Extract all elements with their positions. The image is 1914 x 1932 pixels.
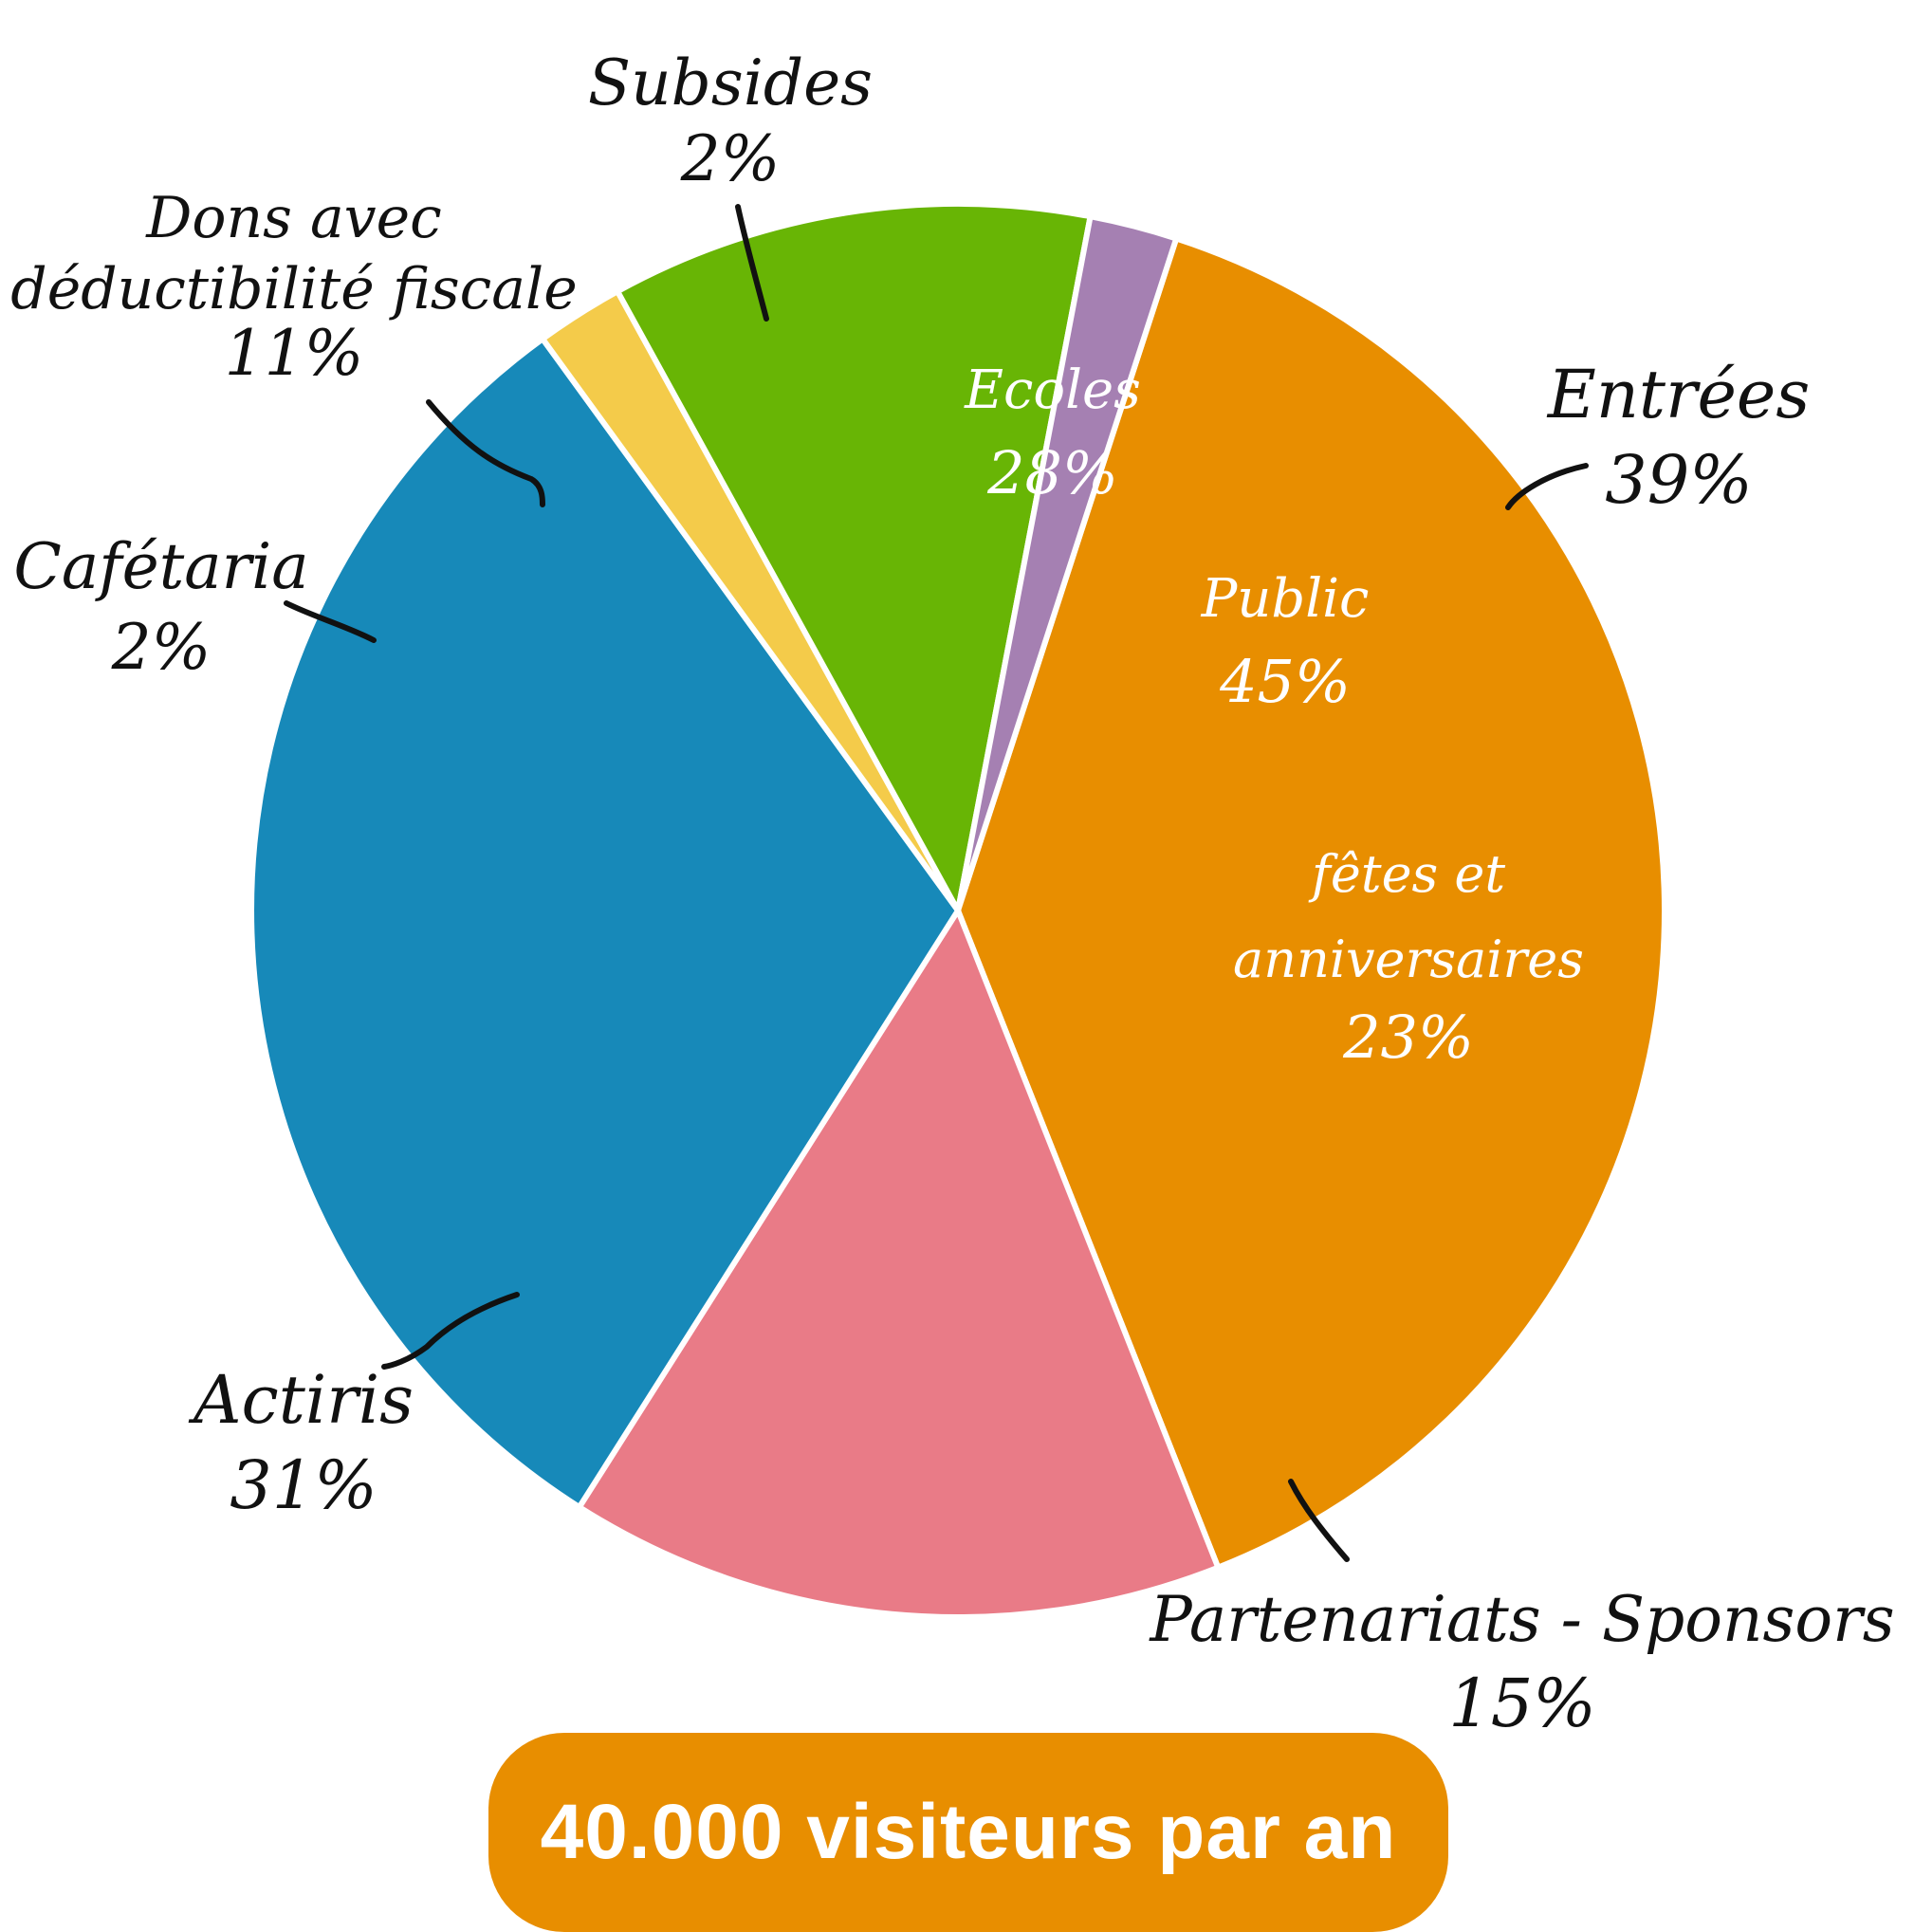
slice-entrees bbox=[954, 234, 1667, 1572]
visitors-text: 40.000 visiteurs par an bbox=[540, 1789, 1397, 1875]
percent-partenariats: 15% bbox=[1448, 1665, 1596, 1742]
leader-dons bbox=[426, 399, 545, 507]
sublabel-ecoles-percent: 28% bbox=[986, 438, 1118, 507]
leader-subsides bbox=[735, 204, 769, 322]
percent-cafetaria: 2% bbox=[111, 611, 212, 684]
visitors-badge: 40.000 visiteurs par an bbox=[488, 1733, 1448, 1932]
label-subsides: Subsides bbox=[588, 46, 873, 120]
sublabel-public: Public bbox=[1201, 568, 1370, 630]
percent-subsides: 2% bbox=[680, 122, 781, 195]
sublabel-fetes-percent: 23% bbox=[1342, 1003, 1474, 1072]
label-cafetaria: Cafétaria bbox=[13, 530, 308, 603]
leader-cafetaria bbox=[284, 600, 377, 643]
leader-actiris bbox=[381, 1292, 520, 1370]
leader-entrees bbox=[1505, 463, 1589, 510]
sublabel-ecoles: Ecoles bbox=[964, 359, 1141, 421]
slice-dons bbox=[614, 201, 1095, 919]
label-partenariats: Partenariats - Sponsors bbox=[1149, 1583, 1894, 1656]
slice-subsides bbox=[955, 212, 1180, 911]
sublabel-public-percent: 45% bbox=[1219, 647, 1351, 716]
sublabel-fetes-line2: anniversaires bbox=[1233, 929, 1584, 989]
percent-actiris: 31% bbox=[230, 1446, 377, 1524]
sublabel-fetes-line1: fêtes et bbox=[1308, 844, 1505, 904]
leader-partenariats bbox=[1288, 1479, 1350, 1562]
label-dons: Dons avec déductibilité fiscale bbox=[10, 185, 577, 322]
slice-actiris bbox=[248, 335, 962, 1512]
label-actiris: Actiris bbox=[188, 1361, 414, 1439]
percent-entrees: 39% bbox=[1605, 441, 1753, 519]
label-entrees: Entrées bbox=[1546, 356, 1811, 433]
percent-dons: 11% bbox=[225, 317, 364, 390]
slice-partenariats bbox=[575, 904, 1223, 1620]
